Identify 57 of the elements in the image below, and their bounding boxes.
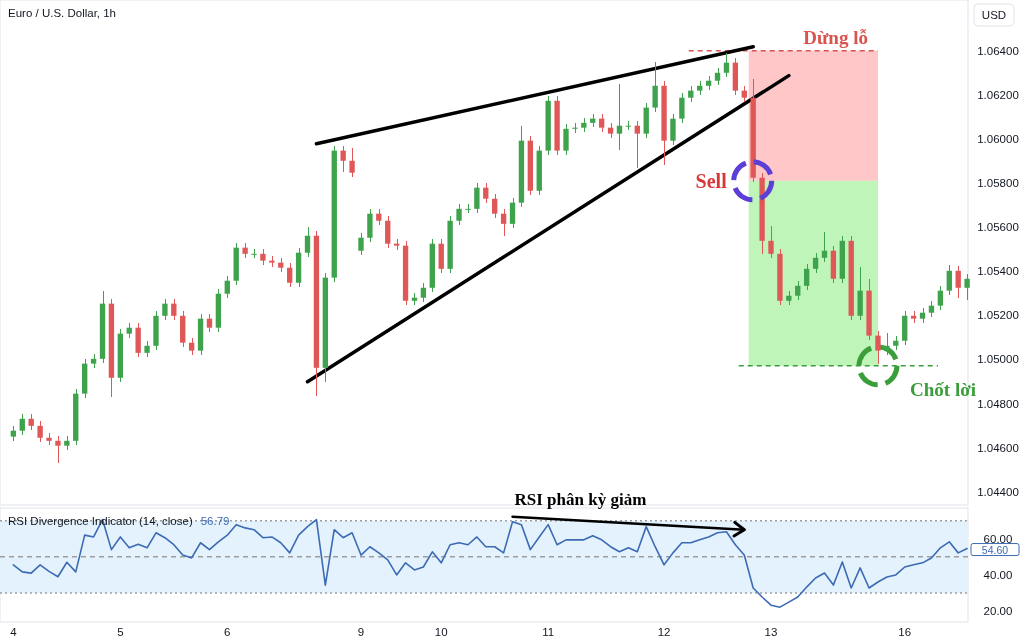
candlestick bbox=[55, 435, 61, 464]
x-tick-label: 5 bbox=[117, 626, 124, 638]
x-tick-label: 10 bbox=[434, 626, 448, 638]
x-tick-label: 13 bbox=[764, 626, 778, 638]
x-tick-label: 6 bbox=[224, 626, 231, 638]
text: RSI Divergence Indicator (14, close) bbox=[8, 515, 193, 527]
y-axis-title: USD bbox=[981, 9, 1007, 21]
y-tick-label: 1.05600 bbox=[977, 221, 1019, 234]
candlestick bbox=[554, 95, 560, 156]
candlestick bbox=[153, 310, 159, 351]
y-tick-label: 1.04800 bbox=[977, 397, 1019, 410]
candlestick bbox=[456, 203, 462, 226]
text: 56.79 bbox=[200, 515, 230, 527]
candlestick bbox=[875, 330, 881, 365]
text: 54.60 bbox=[981, 543, 1009, 556]
y-tick-label: 1.06000 bbox=[977, 132, 1019, 145]
annotation: RSI phân kỳ giảm bbox=[514, 489, 647, 509]
text: Euro / U.S. Dollar, 1h bbox=[8, 7, 117, 19]
candlestick bbox=[866, 278, 872, 341]
candlestick bbox=[447, 215, 453, 274]
y-tick-label: 1.05400 bbox=[977, 265, 1019, 278]
x-tick-label: 9 bbox=[357, 626, 365, 638]
x-tick-label: 11 bbox=[542, 626, 555, 638]
y-tick-label: 1.06200 bbox=[977, 88, 1019, 101]
y-tick-label: 1.04600 bbox=[977, 441, 1019, 454]
candlestick bbox=[777, 248, 783, 306]
y-tick-label: 1.05800 bbox=[977, 177, 1019, 190]
candlestick bbox=[884, 332, 890, 356]
y-tick-label: 1.04400 bbox=[977, 485, 1019, 498]
candlestick bbox=[37, 420, 43, 443]
y-tick-label: 1.05200 bbox=[977, 309, 1019, 322]
candlestick bbox=[857, 266, 863, 321]
y-tick-label: 40.00 bbox=[983, 568, 1013, 581]
candlestick bbox=[340, 145, 346, 173]
annotation: Sell bbox=[695, 169, 728, 192]
x-tick-label: 16 bbox=[898, 626, 912, 638]
y-tick-label: 20.00 bbox=[983, 605, 1013, 618]
x-tick-label: 4 bbox=[10, 626, 18, 638]
candlestick bbox=[670, 113, 676, 146]
candlestick bbox=[768, 225, 774, 259]
x-tick-label: 12 bbox=[657, 626, 671, 638]
candlestick bbox=[349, 147, 355, 178]
candlestick bbox=[563, 123, 569, 156]
candlestick bbox=[964, 273, 970, 301]
ref-line-label: Chốt lời bbox=[910, 378, 976, 400]
ref-line-label: Dừng lỗ bbox=[803, 26, 868, 48]
y-tick-label: 60.00 bbox=[983, 532, 1013, 545]
candlestick bbox=[652, 61, 658, 113]
candlestick bbox=[367, 208, 373, 243]
candlestick bbox=[679, 92, 685, 124]
candlestick bbox=[661, 80, 667, 167]
y-tick-label: 1.05000 bbox=[977, 353, 1019, 366]
candlestick bbox=[135, 322, 141, 358]
candlestick bbox=[474, 182, 480, 214]
candlestick bbox=[358, 232, 364, 256]
y-tick-label: 1.06400 bbox=[977, 44, 1019, 57]
candlestick bbox=[162, 298, 168, 321]
